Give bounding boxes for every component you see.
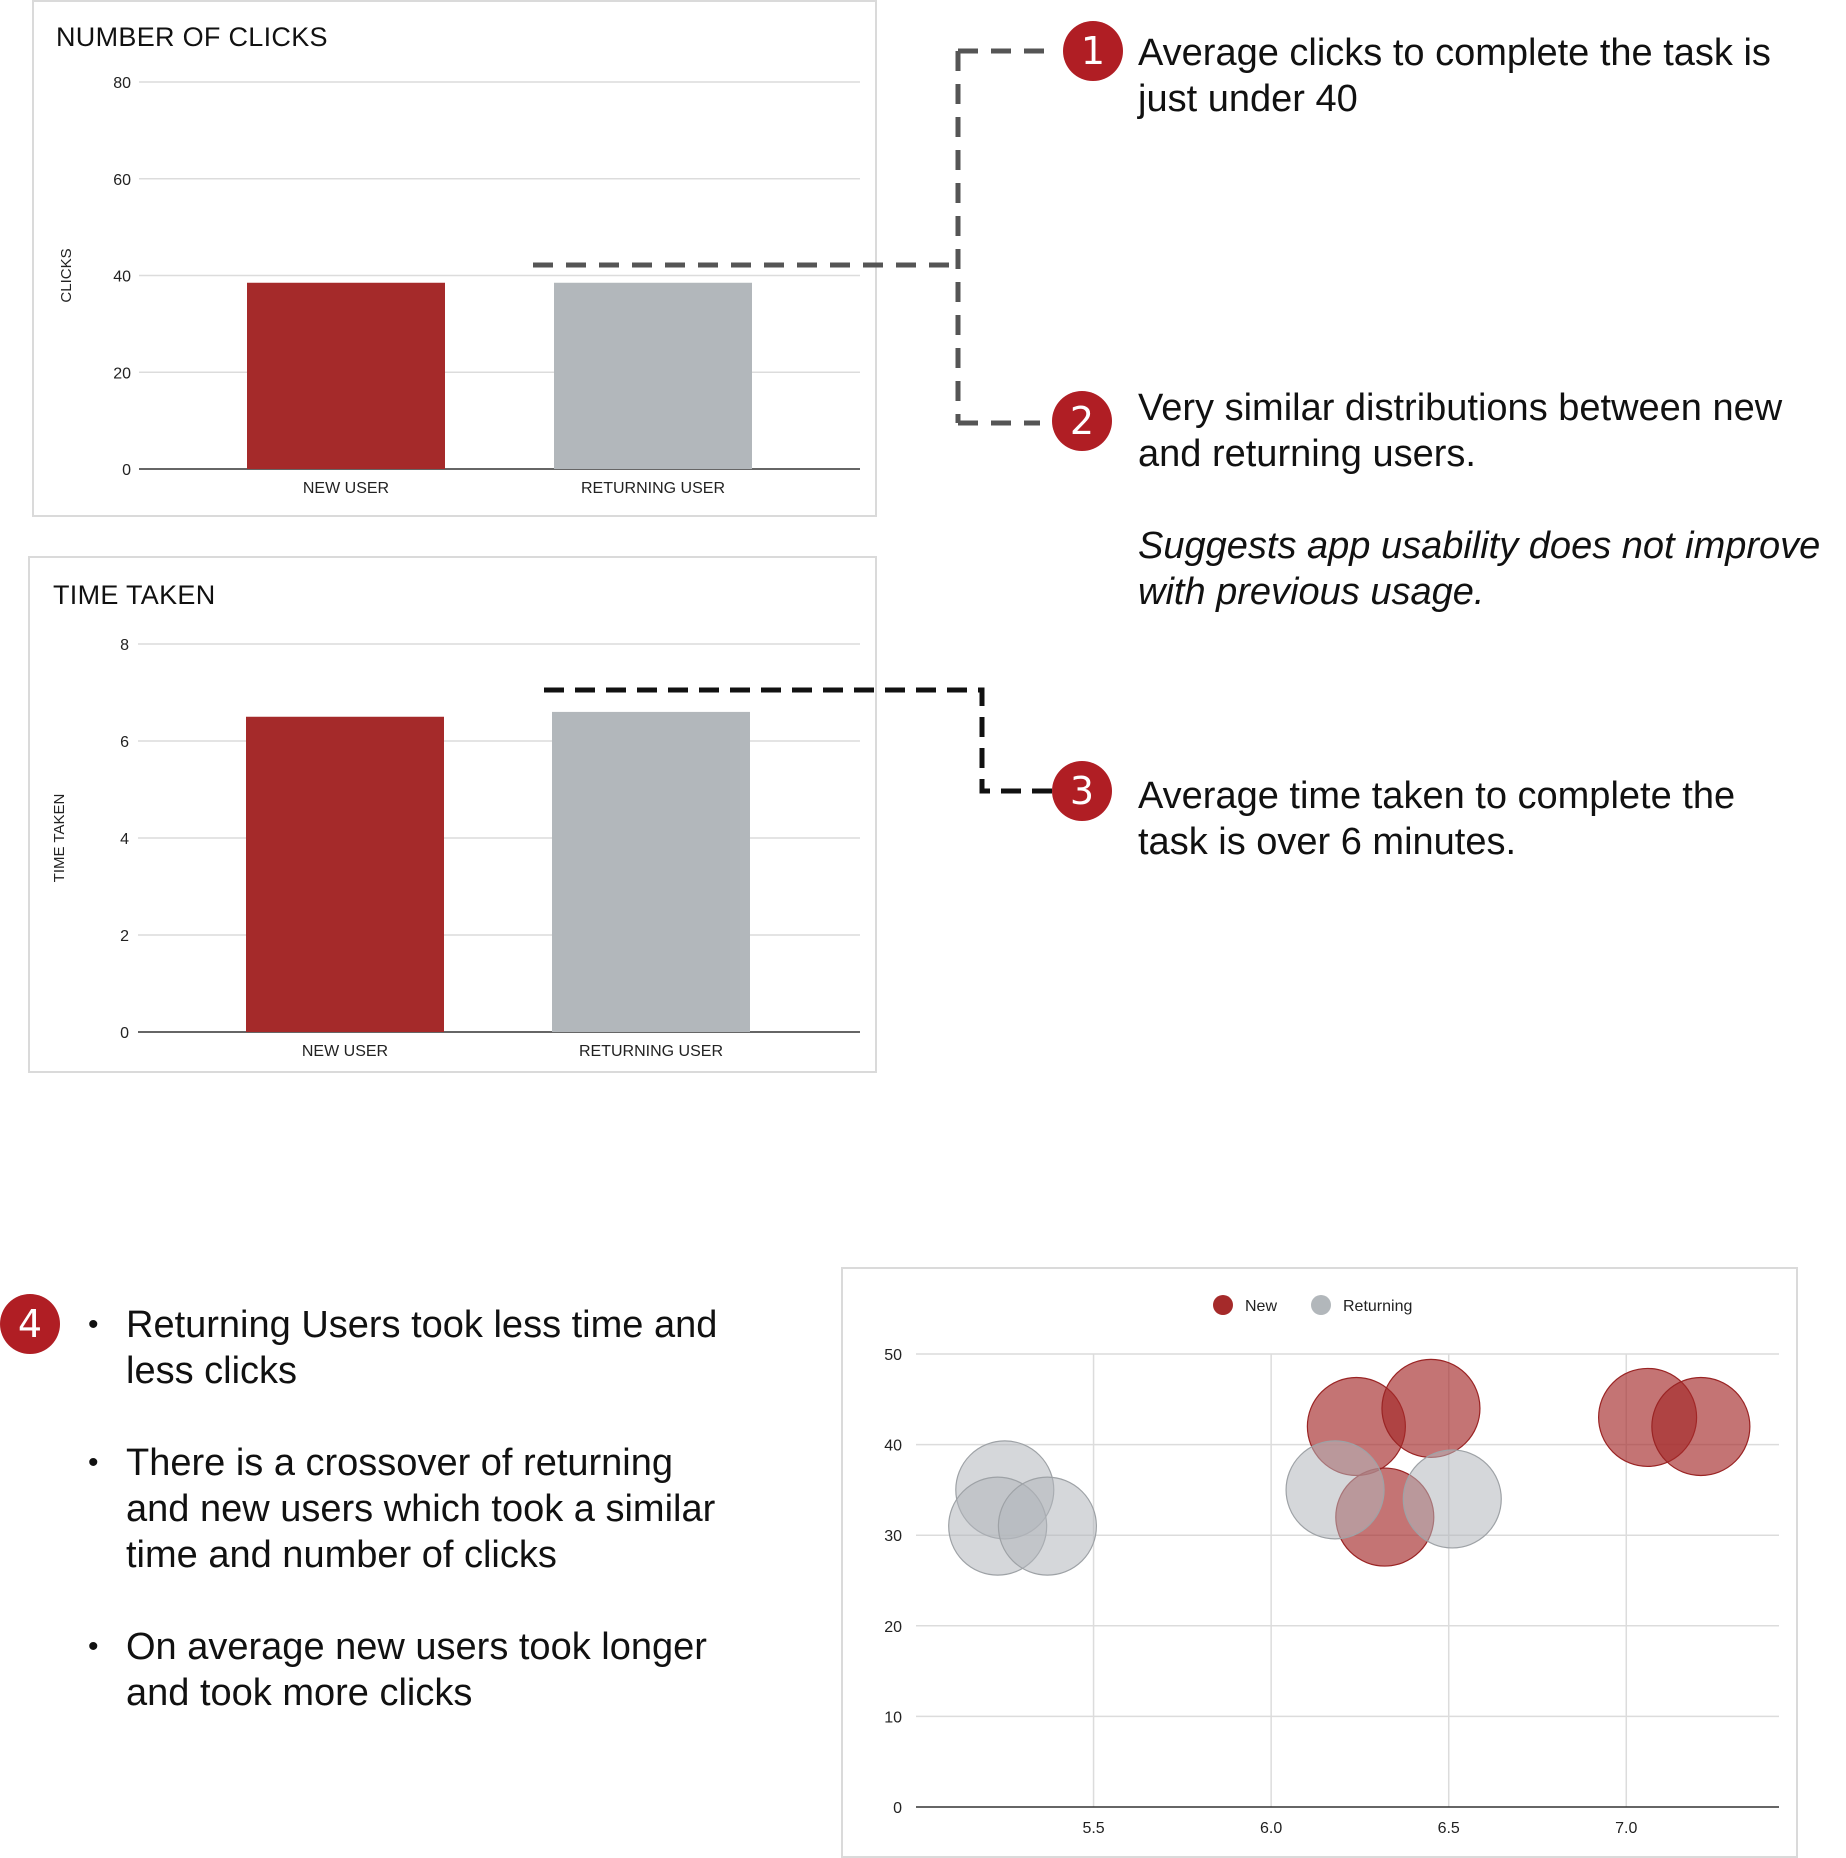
findings-list: Returning Users took less time and less … [88, 1302, 788, 1762]
time-category-label: RETURNING USER [579, 1043, 723, 1060]
bubble-y-tick-label: 40 [884, 1438, 902, 1455]
time-y-tick-label: 0 [120, 1025, 129, 1042]
time-y-tick-label: 6 [120, 734, 129, 751]
legend-label-returning: Returning [1343, 1298, 1412, 1315]
callout-2-line-2: and returning users. [1138, 433, 1476, 475]
bubble-chart: 0 10 20 30 40 50 5.5 6.0 6.5 7.0 New Returning [884, 1295, 1779, 1837]
legend-label-new: New [1245, 1298, 1277, 1315]
clicks-y-tick-label: 40 [113, 269, 131, 286]
callout-text-1: Average clicks to complete the task is j… [1138, 30, 1771, 122]
time-y-tick-label: 2 [120, 928, 129, 945]
callout-text-3: Average time taken to complete the task … [1138, 773, 1735, 865]
callout-text-2: Very similar distributions between new a… [1138, 385, 1820, 615]
time-category-label: NEW USER [302, 1043, 388, 1060]
time-bar-chart: 0 2 4 6 8 NEW USER RETURNING USER TIME TAKEN [51, 637, 860, 1060]
bubble-returning [1402, 1449, 1502, 1549]
finding-2-line-3: time and number of clicks [126, 1534, 557, 1576]
time-y-tick-label: 4 [120, 831, 129, 848]
finding-item-2: There is a crossover of returning and ne… [88, 1440, 788, 1578]
callout-1-line-2: just under 40 [1138, 78, 1358, 120]
callout-1-line-1: Average clicks to complete the task is [1138, 32, 1771, 74]
clicks-y-axis-title: CLICKS [58, 248, 75, 302]
time-y-axis-title: TIME TAKEN [51, 794, 68, 883]
bubble-x-tick-label: 6.0 [1260, 1820, 1282, 1837]
clicks-bar-chart: 0 20 40 60 80 NEW USER RETURNING USER CLICKS [58, 75, 860, 497]
clicks-category-label: NEW USER [303, 480, 389, 497]
finding-item-3: On average new users took longer and too… [88, 1624, 788, 1716]
finding-3-line-1: On average new users took longer [126, 1626, 707, 1668]
finding-1-line-2: less clicks [126, 1350, 298, 1392]
finding-2-line-1: There is a crossover of returning [126, 1442, 674, 1484]
clicks-y-tick-label: 0 [122, 462, 131, 479]
callout-3-line-2: task is over 6 minutes. [1138, 821, 1517, 863]
time-chart-title: TIME TAKEN [53, 580, 216, 610]
bubble-y-tick-label: 50 [884, 1347, 902, 1364]
bubble-returning [997, 1476, 1098, 1576]
clicks-y-tick-label: 80 [113, 75, 131, 92]
clicks-bar [247, 282, 445, 469]
callout-badge-1: 1 [1063, 21, 1123, 81]
finding-3-line-2: and took more clicks [126, 1672, 473, 1714]
bubble-y-tick-label: 0 [893, 1800, 902, 1817]
callout-3-line-1: Average time taken to complete the [1138, 775, 1736, 817]
bubble-new [1381, 1358, 1481, 1458]
clicks-bar [554, 282, 752, 469]
bubble-y-tick-label: 30 [884, 1528, 902, 1545]
legend-marker-new [1213, 1295, 1233, 1315]
time-bar [552, 711, 750, 1032]
callout-2-italic-line-2: with previous usage. [1138, 571, 1485, 613]
bubble-y-tick-label: 20 [884, 1619, 902, 1636]
bubble-x-tick-label: 7.0 [1615, 1820, 1637, 1837]
bubble-y-tick-label: 10 [884, 1709, 902, 1726]
time-y-tick-label: 8 [120, 637, 129, 654]
bubble-x-tick-label: 6.5 [1438, 1820, 1460, 1837]
callout-2-italic-line-1: Suggests app usability does not improve [1138, 525, 1821, 567]
finding-item-1: Returning Users took less time and less … [88, 1302, 788, 1394]
finding-1-line-1: Returning Users took less time and [126, 1304, 718, 1346]
finding-2-line-2: and new users which took a similar [126, 1488, 716, 1530]
clicks-y-tick-label: 60 [113, 172, 131, 189]
callout-2-line-1: Very similar distributions between new [1138, 387, 1783, 429]
bubble-x-tick-label: 5.5 [1082, 1820, 1104, 1837]
bubble-returning [1285, 1440, 1385, 1540]
legend-marker-returning [1311, 1295, 1331, 1315]
clicks-chart-title: NUMBER OF CLICKS [56, 22, 328, 52]
bubble-new [1651, 1376, 1751, 1477]
callout-badge-2: 2 [1052, 391, 1112, 451]
callout-badge-3: 3 [1052, 761, 1112, 821]
callout-badge-4: 4 [0, 1294, 60, 1354]
time-bar [246, 716, 444, 1032]
clicks-y-tick-label: 20 [113, 365, 131, 382]
clicks-category-label: RETURNING USER [581, 480, 725, 497]
